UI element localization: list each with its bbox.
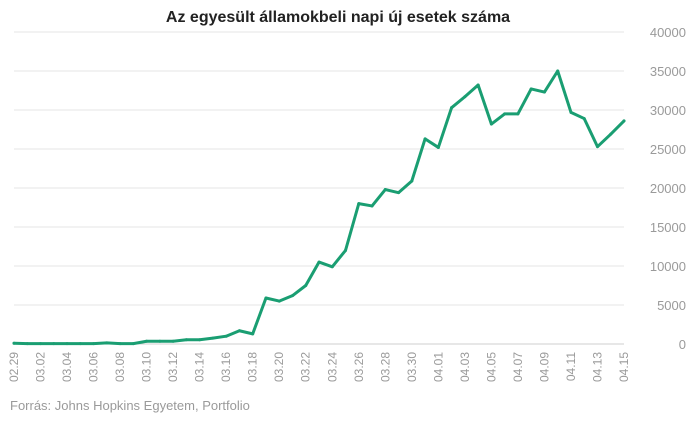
x-tick-label: 03.28 xyxy=(378,352,392,382)
x-tick-label: 03.20 xyxy=(272,352,286,382)
data-point xyxy=(489,122,493,126)
x-tick-label: 04.03 xyxy=(458,352,472,382)
data-point xyxy=(383,188,387,192)
data-point xyxy=(198,338,202,342)
y-tick-label: 10000 xyxy=(650,259,686,274)
data-point xyxy=(224,334,228,338)
data-point xyxy=(529,87,533,91)
y-tick-label: 30000 xyxy=(650,103,686,118)
series-line xyxy=(12,69,626,346)
data-point xyxy=(65,342,69,346)
data-point xyxy=(370,204,374,208)
x-tick-label: 04.05 xyxy=(484,352,498,382)
data-point xyxy=(516,112,520,116)
data-point xyxy=(436,145,440,149)
y-tick-label: 5000 xyxy=(657,298,686,313)
source-note: Forrás: Johns Hopkins Egyetem, Portfolio xyxy=(10,398,250,413)
data-point xyxy=(330,265,334,269)
x-tick-label: 03.10 xyxy=(140,352,154,382)
x-tick-label: 03.08 xyxy=(113,352,127,382)
data-point xyxy=(595,145,599,149)
data-point xyxy=(397,191,401,195)
series-layer xyxy=(12,69,626,346)
x-tick-label: 03.30 xyxy=(405,352,419,382)
data-point xyxy=(158,339,162,343)
chart-title: Az egyesült államokbeli napi új esetek s… xyxy=(166,9,510,26)
x-tick-label: 03.14 xyxy=(193,352,207,382)
data-point xyxy=(237,329,241,333)
x-tick-label: 02.29 xyxy=(7,352,21,382)
y-axis-ticks: 0 5000 10000 15000 20000 25000 30000 35000 40000 xyxy=(650,25,686,352)
data-point xyxy=(145,339,149,343)
y-tick-label: 35000 xyxy=(650,64,686,79)
data-point xyxy=(317,260,321,264)
x-tick-label: 03.22 xyxy=(299,352,313,382)
x-tick-label: 04.13 xyxy=(590,352,604,382)
data-point xyxy=(304,284,308,287)
data-point xyxy=(264,296,268,300)
data-point xyxy=(609,132,613,136)
y-tick-label: 25000 xyxy=(650,142,686,157)
y-tick-label: 15000 xyxy=(650,220,686,235)
data-point xyxy=(211,336,215,340)
data-point xyxy=(92,342,96,346)
data-point xyxy=(184,338,188,342)
x-tick-label: 04.09 xyxy=(537,352,551,382)
data-point xyxy=(542,90,546,94)
data-point xyxy=(251,332,255,336)
y-tick-label: 0 xyxy=(679,337,686,352)
y-tick-label: 40000 xyxy=(650,25,686,40)
data-point xyxy=(450,106,454,110)
data-point xyxy=(569,110,573,114)
data-point xyxy=(344,248,348,252)
data-point xyxy=(118,342,122,346)
data-point xyxy=(410,179,414,183)
data-point xyxy=(105,341,109,345)
y-tick-label: 20000 xyxy=(650,181,686,196)
data-point xyxy=(78,342,82,346)
x-tick-label: 04.07 xyxy=(511,352,525,382)
data-point xyxy=(25,342,29,346)
data-point xyxy=(503,112,507,116)
x-tick-label: 03.16 xyxy=(219,352,233,382)
data-point xyxy=(476,83,480,87)
data-point xyxy=(290,294,294,298)
x-tick-label: 04.11 xyxy=(564,352,578,381)
x-tick-label: 03.06 xyxy=(87,352,101,382)
data-point xyxy=(39,342,43,346)
gridlines xyxy=(14,31,624,345)
x-tick-label: 03.26 xyxy=(352,352,366,382)
x-tick-label: 03.12 xyxy=(166,352,180,382)
data-point xyxy=(423,137,427,141)
x-tick-label: 04.01 xyxy=(431,352,445,382)
data-point xyxy=(131,342,135,346)
x-tick-label: 03.24 xyxy=(325,352,339,382)
data-point xyxy=(357,202,361,206)
data-point xyxy=(582,117,586,121)
data-point xyxy=(622,119,626,123)
x-tick-label: 03.02 xyxy=(34,352,48,382)
data-point xyxy=(556,69,560,73)
x-tick-label: 04.15 xyxy=(617,352,631,382)
data-point xyxy=(52,342,56,346)
data-point xyxy=(277,299,281,303)
x-tick-label: 03.04 xyxy=(60,352,74,382)
x-tick-label: 03.18 xyxy=(246,352,260,382)
x-axis-ticks: 02.29 03.02 03.04 03.06 03.08 03.10 03.12 03.14… xyxy=(7,352,631,382)
data-point xyxy=(12,341,16,345)
data-point xyxy=(463,95,467,99)
data-point xyxy=(171,339,175,343)
